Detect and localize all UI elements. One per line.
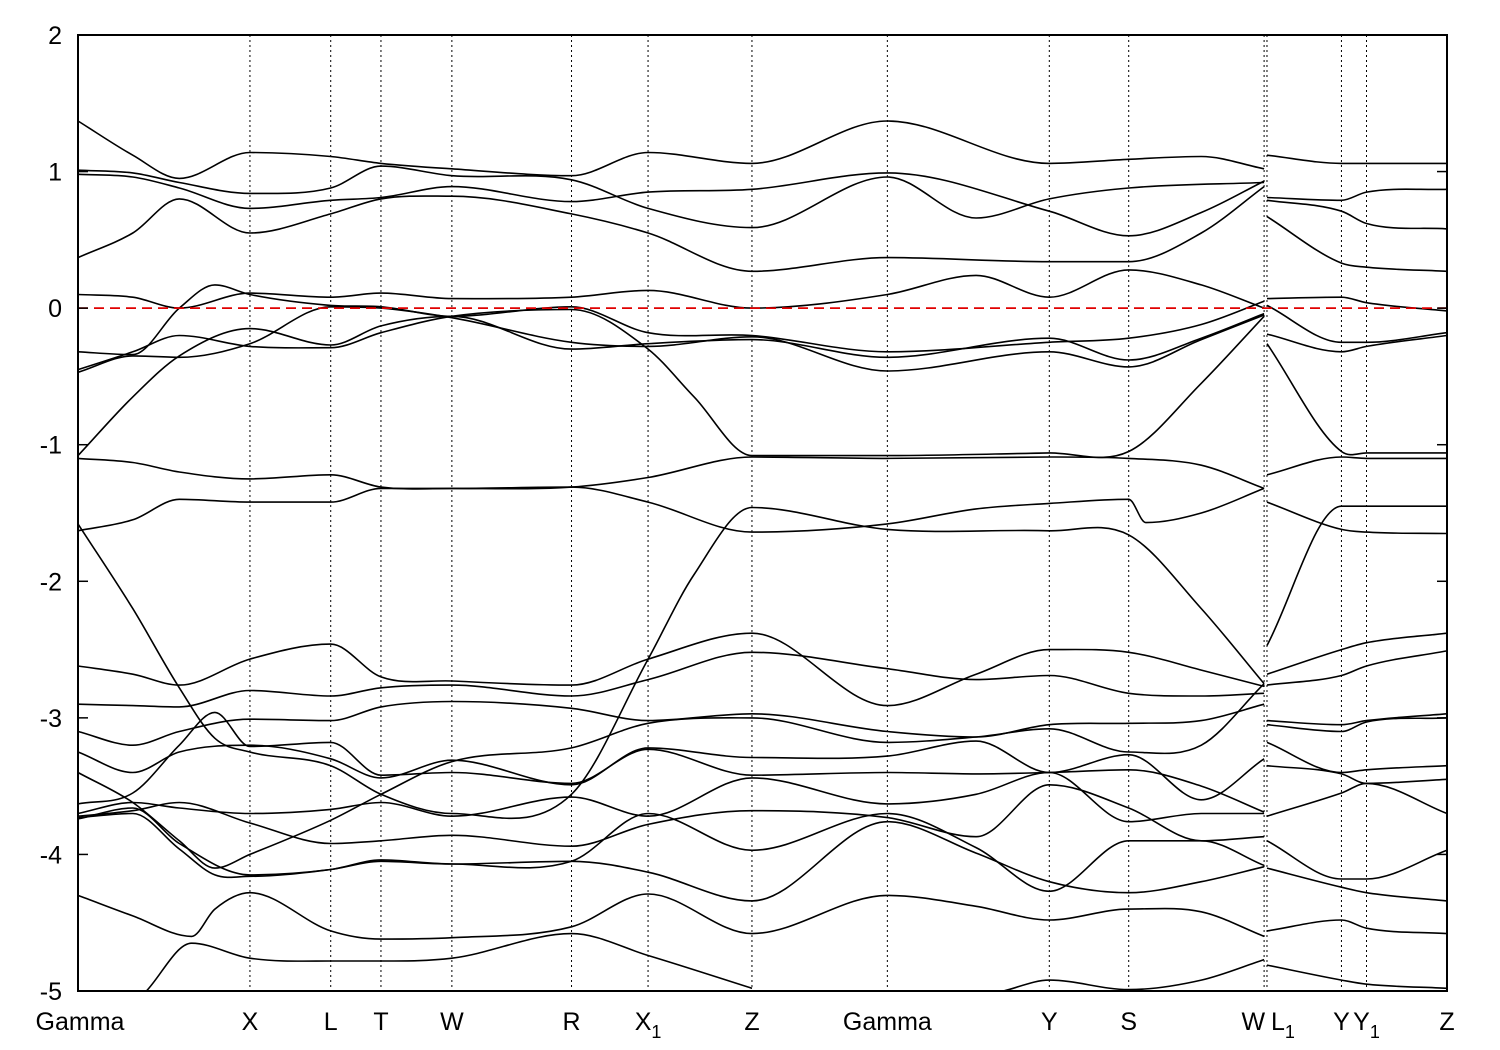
band-lines xyxy=(77,120,1448,992)
band-line xyxy=(1266,199,1448,230)
band-line xyxy=(1266,764,1448,785)
k-point-label: Z xyxy=(1439,1008,1454,1036)
band-line xyxy=(1266,215,1448,273)
band-line xyxy=(77,891,1265,940)
band-line xyxy=(1266,456,1447,476)
band-line xyxy=(1266,333,1448,353)
band-line xyxy=(77,807,1265,893)
band-line xyxy=(145,932,753,992)
band-line xyxy=(77,506,1265,820)
y-tick-label: -1 xyxy=(40,432,62,460)
band-line xyxy=(1266,782,1448,817)
k-point-label: Z xyxy=(744,1008,759,1036)
band-line xyxy=(1266,650,1448,686)
band-line xyxy=(77,486,1265,533)
y-tick-label: 0 xyxy=(48,295,62,323)
band-line xyxy=(1266,304,1448,344)
band-line xyxy=(77,711,1265,813)
k-point-label: Y xyxy=(1041,1008,1058,1036)
k-point-label: X xyxy=(242,1008,259,1036)
band-line xyxy=(77,632,1265,707)
k-point-label: W xyxy=(1241,1008,1265,1036)
k-point-label: T xyxy=(373,1008,388,1036)
band-line xyxy=(1266,717,1448,733)
band-line xyxy=(77,120,1265,180)
plot-frame xyxy=(77,34,1448,992)
band-line xyxy=(77,308,1265,459)
k-point-subscript: 1 xyxy=(651,1022,661,1042)
band-line xyxy=(77,185,1265,273)
y-tick-label: 1 xyxy=(48,159,62,187)
band-line xyxy=(1266,343,1447,456)
k-point-subscript: 1 xyxy=(1370,1022,1380,1042)
k-point-label: Gamma xyxy=(843,1008,932,1036)
band-line xyxy=(77,784,1265,847)
y-tick-label: 2 xyxy=(48,22,62,50)
band-line xyxy=(1266,964,1448,990)
k-point-label: S xyxy=(1120,1008,1137,1036)
band-line xyxy=(77,456,1265,490)
band-line xyxy=(1266,501,1448,535)
k-point-label: Y xyxy=(1333,1008,1350,1036)
band-line xyxy=(77,683,1265,869)
band-line xyxy=(77,651,1265,708)
band-line xyxy=(1266,741,1448,774)
band-line xyxy=(1266,154,1447,165)
band-line xyxy=(77,771,1265,823)
band-line xyxy=(1266,840,1448,880)
k-point-label: R xyxy=(562,1008,580,1036)
x-axis: Gamma X L T W R X1 Z Gamma Y S W L1 Y Y1 Z xyxy=(36,1008,1455,1042)
band-line xyxy=(1003,958,1265,992)
high-symmetry-lines xyxy=(249,35,1368,991)
k-point-label: X1 xyxy=(635,1008,662,1042)
y-axis: -5 -4 -3 -2 -1 0 1 2 xyxy=(40,22,1447,1006)
band-line xyxy=(1266,919,1448,935)
band-line xyxy=(77,269,1265,309)
band-line xyxy=(77,812,1265,902)
y-tick-label: -3 xyxy=(40,705,62,733)
band-line xyxy=(77,700,1265,746)
band-line xyxy=(77,165,1265,229)
k-point-label: Gamma xyxy=(36,1008,125,1036)
k-point-subscript: 1 xyxy=(1285,1022,1295,1042)
band-line xyxy=(77,306,1265,374)
k-point-label: W xyxy=(440,1008,464,1036)
band-line xyxy=(77,284,1265,356)
y-tick-label: -4 xyxy=(40,841,62,869)
y-tick-label: -2 xyxy=(40,568,62,596)
y-tick-label: -5 xyxy=(40,978,62,1006)
band-line xyxy=(1266,188,1448,202)
band-line xyxy=(1266,867,1448,902)
k-point-label: L xyxy=(324,1008,338,1036)
band-line xyxy=(1266,632,1448,675)
band-line xyxy=(77,172,1265,237)
band-line xyxy=(1266,505,1447,646)
k-point-label: Y1 xyxy=(1353,1008,1380,1042)
band-line xyxy=(77,312,1265,457)
band-line xyxy=(1266,713,1448,726)
k-point-label: L1 xyxy=(1271,1008,1295,1042)
